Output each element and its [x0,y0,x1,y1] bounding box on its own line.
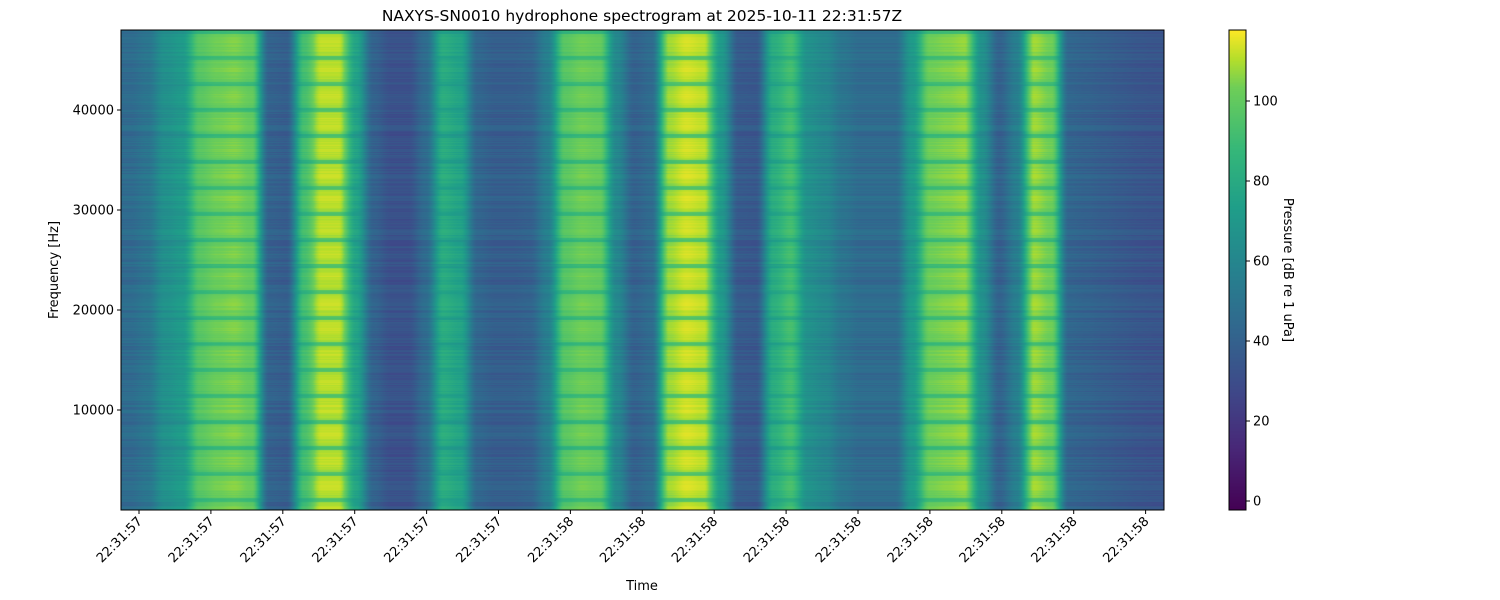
y-tick-label: 30000 [73,204,114,219]
x-tick-label: 22:31:58 [1029,514,1081,566]
x-tick-label: 22:31:58 [669,514,721,566]
spectrogram-heatmap [121,30,1164,510]
colorbar-tick-label: 80 [1253,175,1270,190]
x-tick-label: 22:31:57 [310,514,362,566]
colorbar-tick-label: 60 [1253,255,1270,270]
x-tick-label: 22:31:58 [525,514,577,566]
y-tick-label: 20000 [73,304,114,319]
x-tick-label: 22:31:57 [94,514,146,566]
x-axis-label: Time [625,579,658,594]
colorbar-tick-label: 20 [1253,415,1270,430]
colorbar-frame [1228,29,1247,511]
x-tick-label: 22:31:57 [166,514,218,566]
x-tick-label: 22:31:58 [1101,514,1153,566]
x-tick-label: 22:31:58 [741,514,793,566]
plot-frame [120,29,1165,511]
y-tick-label: 40000 [73,104,114,119]
colorbar-gradient [1229,30,1246,510]
x-tick-label: 22:31:58 [813,514,865,566]
x-tick-label: 22:31:57 [382,514,434,566]
colorbar-tick-label: 0 [1253,495,1261,510]
chart-title: NAXYS-SN0010 hydrophone spectrogram at 2… [382,7,902,25]
y-tick-label: 10000 [73,404,114,419]
x-tick-label: 22:31:57 [238,514,290,566]
x-tick-label: 22:31:57 [453,514,505,566]
x-tick-label: 22:31:58 [885,514,937,566]
colorbar-tick-label: 40 [1253,335,1270,350]
colorbar-label: Pressure [dB re 1 uPa] [1280,198,1295,342]
colorbar-tick-label: 100 [1253,95,1278,110]
x-tick-label: 22:31:58 [957,514,1009,566]
y-axis-label: Frequency [Hz] [47,221,62,319]
x-tick-label: 22:31:58 [597,514,649,566]
